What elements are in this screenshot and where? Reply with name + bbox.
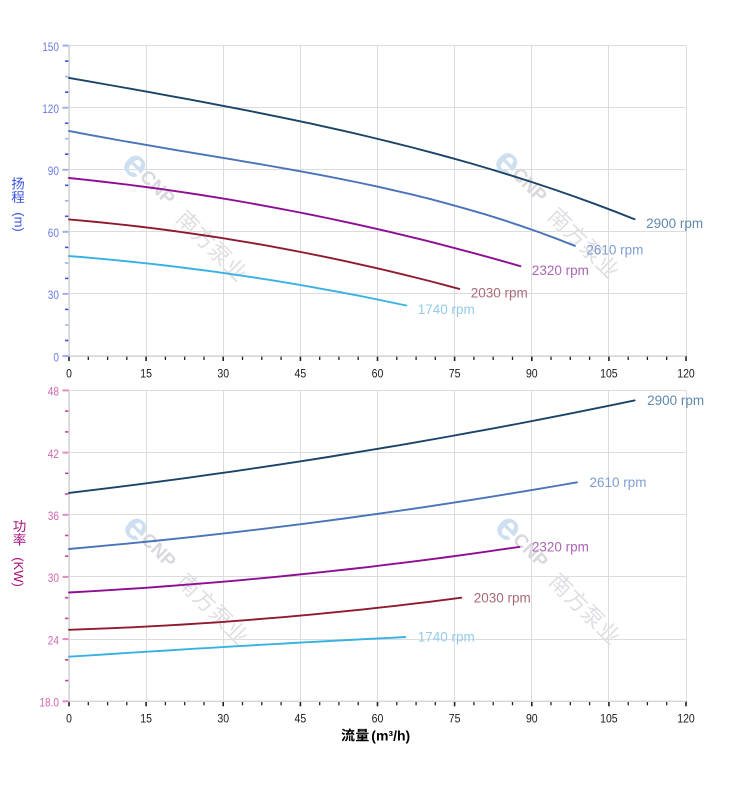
svg-text:36: 36 [48,509,59,523]
svg-text:1740 rpm: 1740 rpm [418,302,475,317]
svg-text:90: 90 [526,366,538,380]
svg-text:75: 75 [449,711,461,725]
svg-text:30: 30 [217,366,229,380]
svg-text:60: 60 [48,226,59,240]
svg-text:120: 120 [42,102,59,116]
svg-text:15: 15 [140,711,152,725]
svg-text:75: 75 [449,366,461,380]
svg-text:45: 45 [295,711,307,725]
svg-text:60: 60 [372,711,384,725]
svg-text:2610 rpm: 2610 rpm [586,243,643,258]
svg-text:(m): (m) [12,212,27,232]
svg-text:18.0: 18.0 [39,696,59,710]
svg-text:24: 24 [48,633,59,647]
svg-text:30: 30 [217,711,229,725]
svg-text:30: 30 [48,288,59,302]
svg-text:48: 48 [48,385,59,399]
svg-text:1740 rpm: 1740 rpm [418,630,475,645]
svg-text:105: 105 [600,366,618,380]
svg-text:0: 0 [66,366,72,380]
svg-text:0: 0 [53,350,59,364]
svg-text:120: 120 [677,366,695,380]
svg-text:105: 105 [600,711,618,725]
svg-text:45: 45 [295,366,307,380]
svg-text:60: 60 [372,366,384,380]
svg-text:(KW): (KW) [11,557,26,587]
svg-text:150: 150 [42,40,59,54]
svg-text:30: 30 [48,571,59,585]
svg-text:2610 rpm: 2610 rpm [590,475,647,490]
svg-text:120: 120 [677,711,695,725]
svg-text:90: 90 [526,711,538,725]
svg-text:(m³/h): (m³/h) [371,727,410,743]
svg-text:2320 rpm: 2320 rpm [532,263,589,278]
svg-text:2900 rpm: 2900 rpm [647,393,704,408]
svg-text:0: 0 [66,711,72,725]
svg-text:42: 42 [48,447,59,461]
svg-text:2900 rpm: 2900 rpm [646,216,703,231]
svg-text:15: 15 [140,366,152,380]
svg-text:90: 90 [48,164,59,178]
svg-text:2030 rpm: 2030 rpm [471,286,528,301]
svg-text:2030 rpm: 2030 rpm [474,590,531,605]
svg-text:2320 rpm: 2320 rpm [532,540,589,555]
